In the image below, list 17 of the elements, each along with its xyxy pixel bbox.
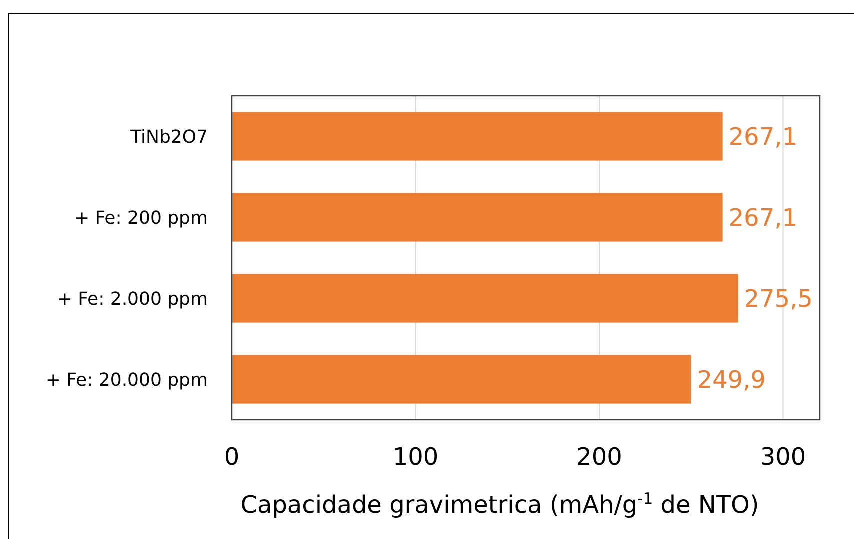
y-tick-label: + Fe: 20.000 ppm [46,370,208,391]
x-tick-label: 100 [392,443,439,471]
x-tick-label: 300 [760,443,806,471]
data-label: 267,1 [728,204,798,232]
data-label: 267,1 [728,122,798,151]
y-tick-label: TiNb2O7 [130,126,208,148]
bar [232,274,738,323]
data-label: 249,9 [697,366,766,394]
bar [232,193,723,242]
bar [232,112,723,161]
x-axis-title: Capacidade gravimetrica (mAh/g$^{-1}$ de NTO) [240,490,760,519]
x-tick-label: 200 [576,443,622,471]
x-tick-label: 0 [224,443,240,471]
bar [232,355,692,404]
y-tick-label: + Fe: 200 ppm [74,208,208,229]
y-tick-label: + Fe: 2.000 ppm [57,288,208,310]
data-label: 275,5 [744,284,813,313]
